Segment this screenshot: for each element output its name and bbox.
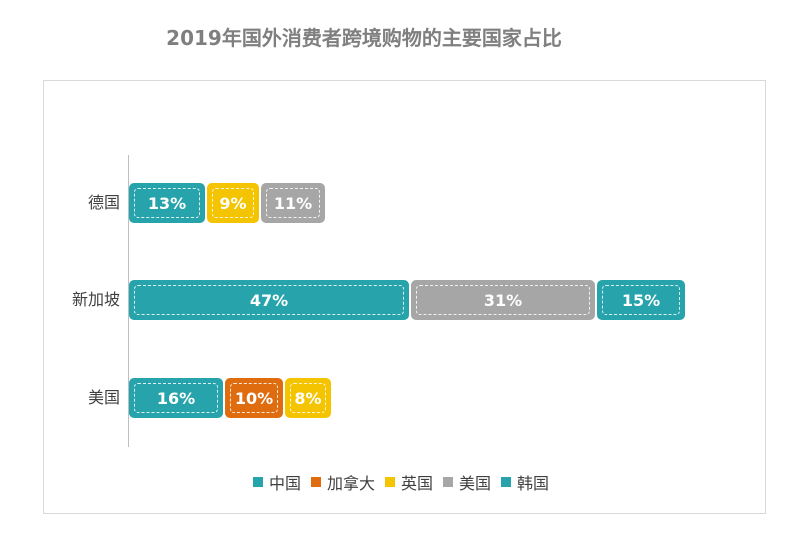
category-label: 美国	[87, 388, 120, 407]
legend-label: 韩国	[517, 474, 550, 493]
legend-swatch	[384, 477, 395, 487]
bar-segment: 8%	[285, 378, 331, 418]
legend-swatch	[252, 477, 263, 487]
bar-segment: 15%	[597, 280, 685, 320]
bar-segment: 11%	[261, 183, 325, 223]
legend-item: 美国	[443, 470, 491, 494]
bar-segment: 9%	[207, 183, 259, 223]
legend-item: 英国	[384, 470, 433, 494]
data-label: 16%	[156, 388, 196, 408]
bar-segment: 47%	[129, 280, 409, 320]
legend-item: 韩国	[501, 470, 549, 494]
legend-item: 加拿大	[310, 470, 375, 494]
legend-label: 美国	[459, 474, 492, 493]
data-label: 8%	[294, 388, 322, 408]
legend-swatch	[310, 477, 321, 487]
bar-segment: 13%	[129, 183, 205, 223]
data-label: 47%	[249, 290, 289, 310]
legend-item: 中国	[252, 470, 301, 494]
legend-swatch	[443, 477, 453, 487]
data-label: 11%	[273, 193, 313, 213]
data-label: 31%	[483, 290, 523, 310]
category-label: 德国	[87, 193, 120, 212]
legend: 中国 加拿大 英国 美国 韩国	[0, 470, 802, 494]
legend-label: 中国	[268, 474, 301, 493]
category-label: 新加坡	[71, 290, 120, 309]
y-axis-line	[128, 155, 129, 447]
bar-segment: 31%	[411, 280, 595, 320]
bar-segment: 16%	[129, 378, 223, 418]
chart-frame	[43, 80, 766, 514]
data-label: 13%	[147, 193, 187, 213]
chart-title: 2019年国外消费者跨境购物的主要国家占比	[166, 26, 562, 50]
data-label: 15%	[621, 290, 661, 310]
legend-swatch	[501, 477, 512, 487]
bar-segment: 10%	[225, 378, 283, 418]
legend-label: 加拿大	[326, 474, 375, 493]
legend-label: 英国	[400, 474, 433, 493]
data-label: 10%	[234, 388, 274, 408]
data-label: 9%	[219, 193, 247, 213]
